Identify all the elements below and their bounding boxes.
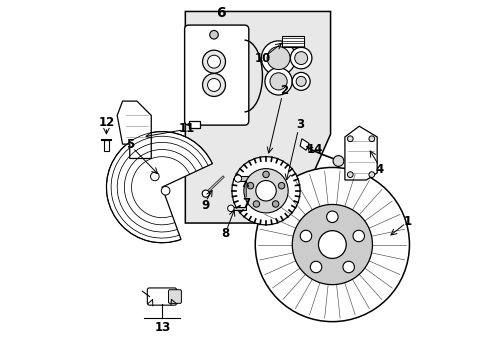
Circle shape — [161, 186, 169, 195]
Bar — [282, 36, 303, 47]
Bar — [103, 140, 109, 150]
Polygon shape — [185, 12, 330, 223]
Circle shape — [346, 136, 352, 141]
Text: 3: 3 — [295, 118, 304, 131]
Circle shape — [272, 201, 278, 207]
Circle shape — [202, 73, 225, 96]
Circle shape — [234, 175, 241, 182]
Circle shape — [318, 231, 346, 258]
Circle shape — [300, 230, 311, 242]
Text: 10: 10 — [254, 52, 270, 65]
Text: 7: 7 — [242, 197, 250, 210]
Circle shape — [342, 261, 354, 273]
Circle shape — [253, 201, 259, 207]
Circle shape — [247, 183, 253, 189]
Polygon shape — [188, 121, 199, 128]
Circle shape — [262, 171, 269, 177]
Circle shape — [266, 46, 289, 69]
Circle shape — [368, 172, 374, 177]
Text: 6: 6 — [216, 6, 225, 20]
Circle shape — [292, 204, 372, 285]
Circle shape — [296, 76, 305, 86]
Text: 5: 5 — [125, 138, 134, 150]
Circle shape — [264, 68, 292, 95]
Text: 12: 12 — [98, 116, 114, 129]
Circle shape — [294, 51, 307, 64]
Bar — [237, 176, 257, 181]
Circle shape — [261, 41, 295, 75]
Wedge shape — [106, 132, 212, 243]
Text: 13: 13 — [154, 320, 170, 333]
Circle shape — [292, 72, 309, 90]
Polygon shape — [344, 126, 376, 180]
Text: 14: 14 — [305, 143, 322, 156]
Circle shape — [255, 180, 276, 201]
Text: 2: 2 — [279, 84, 287, 97]
Text: 4: 4 — [375, 163, 384, 176]
Polygon shape — [300, 139, 308, 150]
FancyBboxPatch shape — [168, 290, 181, 303]
Circle shape — [278, 183, 284, 189]
Circle shape — [326, 211, 337, 222]
Circle shape — [269, 73, 286, 90]
Circle shape — [202, 50, 225, 73]
Circle shape — [332, 156, 343, 166]
Text: 1: 1 — [403, 215, 411, 228]
Text: 11: 11 — [178, 122, 194, 135]
FancyBboxPatch shape — [184, 25, 248, 125]
Circle shape — [346, 172, 352, 177]
Circle shape — [207, 55, 220, 68]
Circle shape — [352, 230, 364, 242]
Circle shape — [290, 47, 311, 69]
Text: 8: 8 — [221, 227, 229, 240]
Circle shape — [368, 136, 374, 141]
Bar — [230, 207, 246, 211]
Circle shape — [150, 172, 159, 181]
Circle shape — [244, 168, 287, 213]
Circle shape — [231, 157, 300, 225]
Polygon shape — [117, 101, 151, 158]
Circle shape — [202, 190, 209, 197]
FancyBboxPatch shape — [147, 288, 176, 305]
Circle shape — [310, 261, 321, 273]
Circle shape — [227, 205, 234, 212]
Circle shape — [209, 31, 218, 39]
Circle shape — [207, 78, 220, 91]
Circle shape — [255, 167, 408, 321]
Text: 9: 9 — [201, 199, 209, 212]
